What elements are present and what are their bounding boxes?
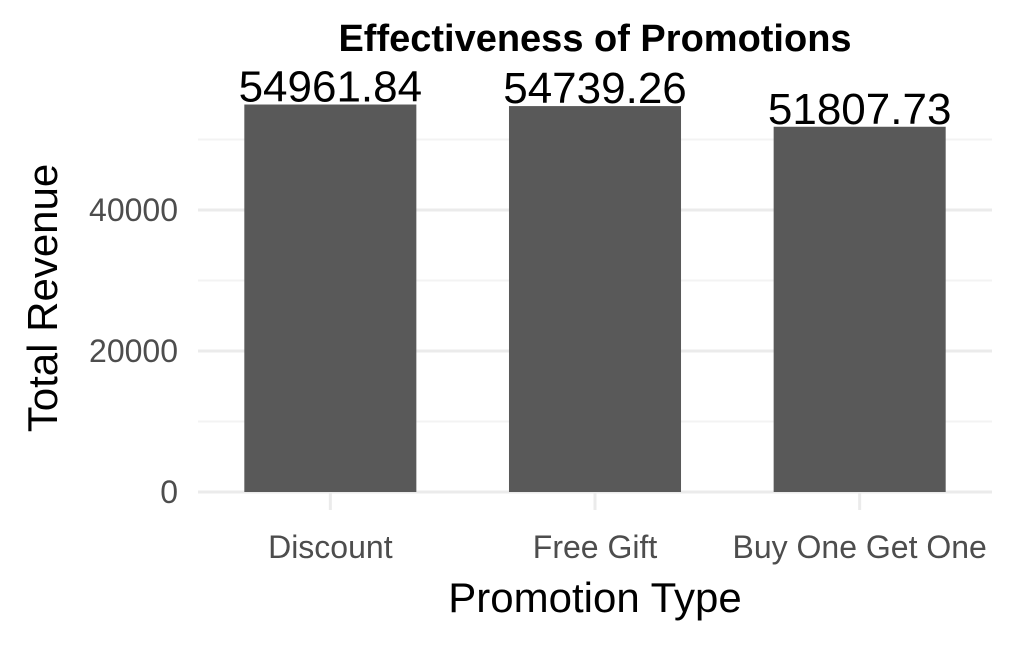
bar-labels: 54961.84 54739.26 51807.73: [239, 63, 952, 134]
x-tick-label: Buy One Get One: [732, 529, 986, 565]
x-tick-label: Free Gift: [533, 529, 658, 565]
y-tick-label: 0: [160, 474, 178, 510]
x-tick-label: Discount: [268, 529, 393, 565]
bars: [244, 104, 946, 493]
bar-buy-one-get-one: [773, 126, 946, 493]
y-axis-title: Total Revenue: [19, 164, 66, 433]
x-axis-title: Promotion Type: [448, 574, 741, 621]
chart-title: Effectiveness of Promotions: [338, 18, 851, 60]
bar-free-gift: [508, 106, 682, 492]
bar-value-label: 51807.73: [768, 85, 952, 134]
y-tick-label: 20000: [89, 333, 178, 369]
bar-value-label: 54961.84: [239, 63, 423, 112]
x-axis: Discount Free Gift Buy One Get One: [268, 493, 987, 565]
y-axis: 0 20000 40000: [89, 192, 178, 510]
y-tick-label: 40000: [89, 192, 178, 228]
bar-value-label: 54739.26: [503, 64, 687, 113]
bar-discount: [244, 104, 417, 492]
